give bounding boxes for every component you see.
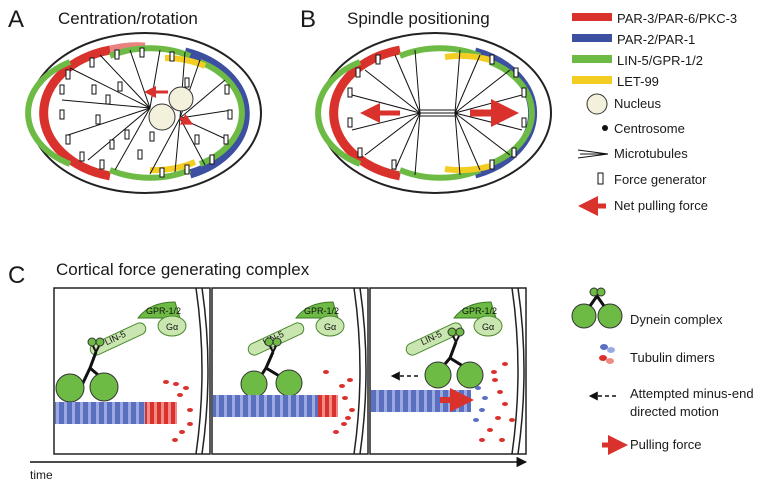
legend-centrosome-label: Centrosome <box>614 121 685 136</box>
dynein-box-3 <box>424 327 484 389</box>
microtubule-box-3 <box>371 362 515 442</box>
galpha-label: Gα <box>166 322 178 332</box>
gpr-label: GPR-1/2 <box>462 306 497 316</box>
red-bar-icon <box>572 13 612 21</box>
force-generator-icon <box>597 172 604 185</box>
galpha-label: Gα <box>482 322 494 332</box>
legend-dynein-label: Dynein complex <box>630 312 723 327</box>
panel-c-boxes <box>53 287 527 455</box>
legend-net-pulling-label: Net pulling force <box>614 198 708 213</box>
time-label: time <box>30 468 53 482</box>
complex-box-1: GPR-1/2 LIN-5 Gα <box>89 301 187 356</box>
panel-a-title: Centration/rotation <box>58 9 198 28</box>
microtubules-icon <box>577 149 609 159</box>
blue-bar-icon <box>572 34 612 42</box>
legend-bottom-icons <box>571 287 628 455</box>
dynein-legend-icon <box>571 287 623 329</box>
legend-pulling-label: Pulling force <box>630 437 702 452</box>
legend-par2-label: PAR-2/PAR-1 <box>617 32 696 47</box>
legend-nucleus-label: Nucleus <box>614 96 661 111</box>
dynein-box-1 <box>55 337 119 403</box>
green-bar-icon <box>572 55 612 63</box>
legend-let99-label: LET-99 <box>617 74 659 89</box>
tubulin-legend-icon <box>599 344 615 364</box>
panel-c-letter: C <box>8 262 26 289</box>
nucleus-icon <box>586 93 608 115</box>
gpr-label: GPR-1/2 <box>304 306 339 316</box>
legend-top-icons <box>572 13 612 216</box>
legend-attempted-label-2: directed motion <box>630 404 719 419</box>
legend-tubulin-label: Tubulin dimers <box>630 350 715 365</box>
dynein-box-2 <box>240 337 303 398</box>
legend-lin5-label: LIN-5/GPR-1/2 <box>617 53 703 68</box>
legend-force-generator-label: Force generator <box>614 172 707 187</box>
panel-b-embryo <box>315 32 552 194</box>
yellow-bar-icon <box>572 76 612 84</box>
gpr-label: GPR-1/2 <box>146 306 181 316</box>
microtubule-box-2 <box>213 370 355 434</box>
panel-b-letter: B <box>300 6 317 33</box>
microtubule-box-1 <box>55 380 193 442</box>
centrosome-icon <box>602 125 608 131</box>
galpha-label: Gα <box>324 322 336 332</box>
legend-attempted-label-1: Attempted minus-end <box>630 386 754 401</box>
legend-par3-label: PAR-3/PAR-6/PKC-3 <box>617 11 738 26</box>
panel-c-title: Cortical force generating complex <box>56 260 310 279</box>
panel-a-embryo <box>25 32 262 194</box>
panel-b-title: Spindle positioning <box>347 9 490 28</box>
legend-microtubules-label: Microtubules <box>614 146 688 161</box>
panel-a-letter: A <box>8 6 25 33</box>
